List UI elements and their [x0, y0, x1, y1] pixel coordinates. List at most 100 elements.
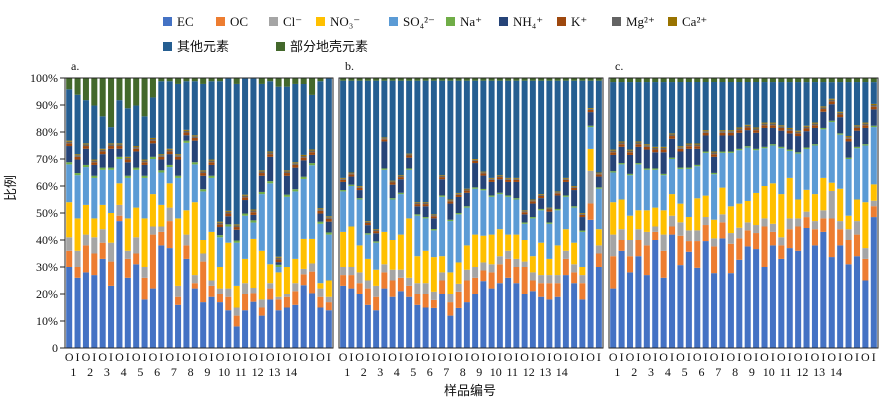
bar-segment-ec — [521, 294, 528, 348]
x-sample-number: 8 — [732, 365, 738, 379]
bar-segment-na — [317, 221, 324, 224]
bar-segment-mg — [116, 144, 123, 147]
bar-segment-crust — [685, 78, 692, 83]
bar-segment-ca — [309, 149, 316, 151]
x-io-label: I — [310, 350, 314, 364]
bar-segment-other — [99, 116, 106, 149]
bar-segment-ec — [837, 245, 844, 348]
bar-segment-so4 — [406, 169, 413, 219]
bar-segment-cl — [811, 221, 818, 230]
bar-segment-nh4 — [309, 154, 316, 164]
bar-segment-crust — [669, 78, 676, 83]
bar-segment-so4 — [744, 147, 751, 201]
bar-segment-oc — [108, 261, 115, 286]
x-io-label: I — [481, 350, 485, 364]
bar-sample-4-O — [116, 78, 123, 348]
bar-segment-k — [275, 259, 282, 263]
x-sample-number: 1 — [614, 365, 620, 379]
bar-segment-oc — [761, 226, 768, 267]
bar-segment-so4 — [82, 167, 89, 205]
bar-segment-ca — [381, 137, 388, 139]
bar-segment-no3 — [74, 218, 81, 251]
bar-segment-crust — [381, 78, 388, 81]
bar-segment-no3 — [340, 231, 347, 267]
panel-2: O I O I O I O I O I O I O I O I O I O I O I O I O I O I O I O I1 2 3 4 5 6 7 8… — [338, 59, 604, 379]
legend-swatch-nh4 — [499, 17, 508, 26]
bar-segment-other — [397, 80, 404, 176]
bar-segment-ec — [736, 259, 743, 348]
bar-sample-9-I — [208, 78, 215, 348]
bar-sample-undefined-I — [325, 78, 332, 348]
bar-segment-other — [635, 82, 642, 142]
bar-segment-oc — [786, 229, 793, 249]
x-sample-number: 6 — [154, 365, 160, 379]
bar-segment-na — [685, 167, 692, 169]
bar-segment-nh4 — [719, 135, 726, 152]
bar-segment-oc — [381, 272, 388, 289]
bar-segment-mg — [175, 155, 182, 157]
bar-segment-oc — [472, 277, 479, 294]
bar-segment-ec — [761, 267, 768, 348]
bar-segment-nh4 — [837, 117, 844, 134]
x-io-label: O — [487, 350, 496, 364]
bar-segment-cl — [66, 237, 73, 251]
bar-segment-na — [422, 217, 429, 219]
bar-segment-so4 — [414, 215, 421, 257]
bar-segment-nh4 — [275, 262, 282, 265]
bar-segment-other — [414, 80, 421, 203]
bar-segment-other — [463, 80, 470, 189]
bar-segment-k — [694, 146, 701, 149]
bar-segment-no3 — [283, 267, 290, 294]
bar-segment-na — [554, 208, 561, 211]
legend-label-no3: NO₃⁻ — [330, 14, 360, 29]
bar-segment-k — [208, 162, 215, 165]
panel-frame — [64, 77, 334, 349]
bar-segment-mg — [652, 147, 659, 150]
bar-segment-other — [727, 82, 734, 131]
bar-segment-no3 — [455, 262, 462, 284]
bar-segment-other — [845, 82, 852, 137]
bar-segment-crust — [108, 78, 115, 128]
bar-segment-crust — [82, 78, 89, 101]
bar-segment-k — [685, 146, 692, 149]
bar-segment-ec — [325, 310, 332, 348]
x-io-label: O — [727, 350, 736, 364]
bar-segment-ca — [554, 191, 561, 193]
x-io-label: O — [283, 350, 292, 364]
bar-segment-ca — [389, 180, 396, 182]
bar-segment-no3 — [811, 194, 818, 222]
bar-segment-oc — [225, 296, 232, 311]
bar-segment-na — [677, 167, 684, 169]
bar-segment-nh4 — [626, 154, 634, 174]
legend-label-mg: Mg²⁺ — [626, 14, 655, 29]
bar-segment-mg — [455, 193, 462, 195]
bar-segment-mg — [711, 152, 718, 155]
x-io-label: O — [182, 350, 191, 364]
bar-segment-k — [183, 132, 190, 136]
bar-segment-mg — [496, 176, 503, 178]
bar-segment-crust — [496, 78, 503, 81]
bar-sample-6-O — [149, 78, 156, 348]
x-io-label: I — [126, 350, 130, 364]
bar-segment-cl — [505, 250, 512, 259]
bar-segment-ca — [133, 146, 140, 148]
bar-segment-ec — [870, 217, 877, 348]
bar-segment-nh4 — [795, 136, 802, 153]
bar-segment-no3 — [694, 198, 701, 231]
bar-sample-2-I — [364, 78, 371, 348]
legend-item-k: K⁺ — [557, 14, 587, 29]
bar-segment-no3 — [828, 182, 835, 191]
bar-segment-ca — [447, 199, 454, 201]
bar-segment-ca — [300, 154, 307, 156]
bar-segment-k — [677, 148, 684, 152]
bar-segment-ca — [430, 214, 437, 216]
bar-segment-no3 — [862, 202, 869, 249]
bar-segment-no3 — [275, 272, 282, 297]
bar-segment-so4 — [472, 188, 479, 235]
bar-segment-cl — [381, 264, 388, 273]
bar-segment-other — [870, 82, 877, 104]
bar-segment-crust — [447, 78, 454, 81]
bar-segment-k — [200, 173, 207, 176]
bar-segment-so4 — [292, 191, 299, 259]
bar-segment-nh4 — [702, 135, 709, 152]
